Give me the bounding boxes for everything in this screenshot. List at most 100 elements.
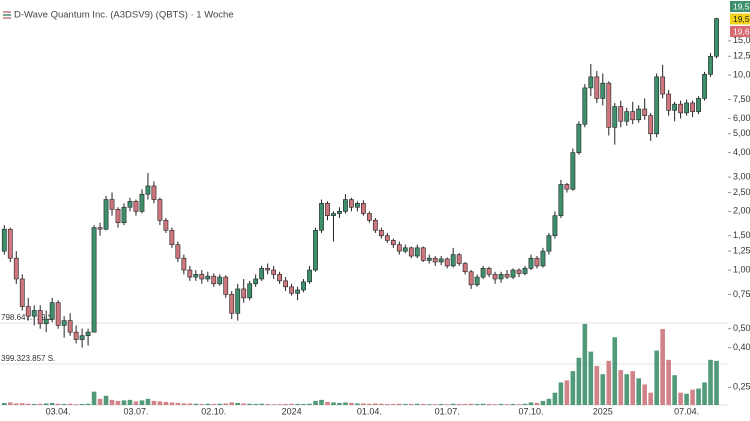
volume-bar <box>450 403 456 405</box>
volume-bar <box>307 403 312 405</box>
volume-bar <box>612 337 618 405</box>
volume-bar <box>582 323 588 405</box>
candle-body <box>600 82 606 99</box>
candle-body <box>31 310 37 317</box>
volume-bar <box>325 401 330 405</box>
volume-bar <box>37 403 43 405</box>
volume-bar <box>7 402 13 405</box>
candle-body <box>366 213 372 221</box>
candle-body <box>349 199 354 208</box>
y-tick-label: 0,250 <box>733 382 750 392</box>
y-tick-label: 12,50 <box>733 51 750 61</box>
x-tick-label: 01.07. <box>435 406 460 416</box>
volume-bar <box>576 357 582 405</box>
chart-title: D-Wave Quantum Inc. (A3DSV9) (QBTS) · 1 … <box>14 10 234 21</box>
candle-body <box>528 257 534 269</box>
candle-body <box>450 254 456 267</box>
candle-body <box>175 244 181 259</box>
volume-bar <box>402 403 408 405</box>
candle-body <box>444 258 450 267</box>
volume-bar <box>636 378 642 405</box>
volume-bar <box>259 403 264 405</box>
volume-bar <box>247 403 252 405</box>
volume-bar <box>420 403 426 405</box>
volume-bar <box>696 388 701 405</box>
volume-bar <box>438 403 444 405</box>
volume-bar <box>13 403 19 405</box>
volume-bar <box>690 389 695 405</box>
volume-bar <box>343 402 348 405</box>
volume-bar <box>217 403 223 405</box>
volume-bar <box>199 403 205 405</box>
volume-bar <box>205 403 211 405</box>
volume-bar <box>283 403 288 405</box>
candle-body <box>636 108 642 121</box>
volume-bar <box>301 403 306 405</box>
y-tick-label: 0,750 <box>733 289 750 299</box>
candle-body <box>253 278 259 285</box>
candle-body <box>432 257 438 263</box>
candle-body <box>384 235 390 241</box>
volume-bar <box>91 391 97 405</box>
volume-bar <box>103 395 109 405</box>
x-tick-label: 2024 <box>282 406 302 416</box>
y-tick-label: 1,500 <box>733 230 750 240</box>
candle-body <box>37 310 43 325</box>
candle-body <box>612 106 618 128</box>
candle-body <box>259 268 265 280</box>
volume-bar <box>337 402 342 405</box>
candle-body <box>337 211 342 214</box>
candle-body <box>151 185 157 200</box>
volume-bar <box>319 399 324 405</box>
candle-body <box>588 76 594 89</box>
volume-bar <box>708 359 713 405</box>
candle-body <box>7 228 13 259</box>
candle-body <box>618 106 624 122</box>
price-tag <box>730 1 750 12</box>
volume-bar <box>588 351 594 405</box>
volume-bar <box>385 403 390 405</box>
volume-bar <box>31 403 37 405</box>
volume-bar <box>295 403 300 405</box>
candle-body <box>169 229 175 245</box>
candle-body <box>199 274 205 280</box>
candle-body <box>289 286 294 294</box>
candle-body <box>594 76 600 99</box>
candle-body <box>193 274 199 278</box>
volume-bar <box>163 401 169 405</box>
volume-bar <box>19 403 25 405</box>
volume-bar <box>253 403 258 405</box>
volume-bar <box>456 403 462 405</box>
candle-body <box>678 103 684 114</box>
candle-body <box>43 318 49 325</box>
candle-body <box>480 268 486 278</box>
y-tick-label: 15,00 <box>733 35 750 45</box>
candle-body <box>1 228 7 252</box>
candle-body <box>702 74 707 99</box>
candle-body <box>624 111 630 122</box>
candle-body <box>67 320 73 333</box>
candle-body <box>325 203 330 217</box>
candle-body <box>115 208 121 223</box>
volume-bar <box>498 403 504 405</box>
x-tick-label: 02.10. <box>201 406 226 416</box>
volume-bar <box>654 350 659 405</box>
candle-body <box>307 269 312 283</box>
volume-bar <box>331 402 336 405</box>
candle-body <box>666 93 672 111</box>
volume-bar <box>468 403 474 405</box>
candle-body <box>576 123 582 154</box>
candle-body <box>283 280 288 288</box>
candle-body <box>247 283 253 299</box>
volume-bar <box>444 404 450 405</box>
candle-body <box>492 274 498 280</box>
volume-bar <box>277 404 282 405</box>
candle-body <box>426 257 432 261</box>
candle-body <box>271 269 277 275</box>
y-tick-label: 1,000 <box>733 264 750 274</box>
volume-bar <box>630 371 636 405</box>
volume-bar <box>474 403 480 405</box>
volume-bar <box>133 401 139 405</box>
volume-bar <box>229 402 235 405</box>
